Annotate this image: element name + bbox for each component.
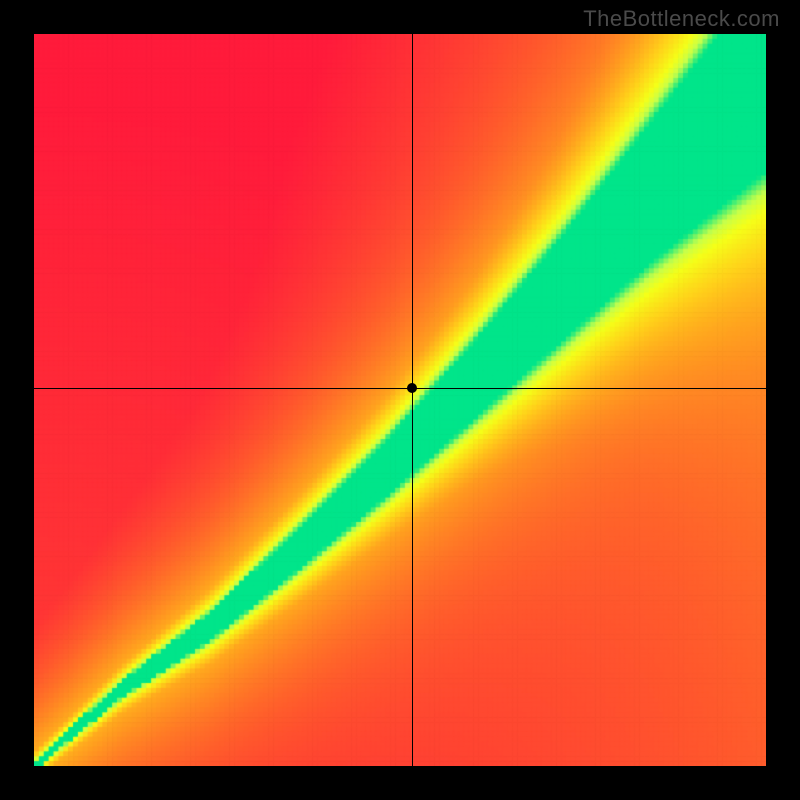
heatmap-canvas — [34, 34, 766, 766]
crosshair-marker — [407, 383, 417, 393]
crosshair-horizontal — [34, 388, 766, 389]
watermark-text: TheBottleneck.com — [583, 6, 780, 32]
heatmap-area — [34, 34, 766, 766]
crosshair-vertical — [412, 34, 413, 766]
